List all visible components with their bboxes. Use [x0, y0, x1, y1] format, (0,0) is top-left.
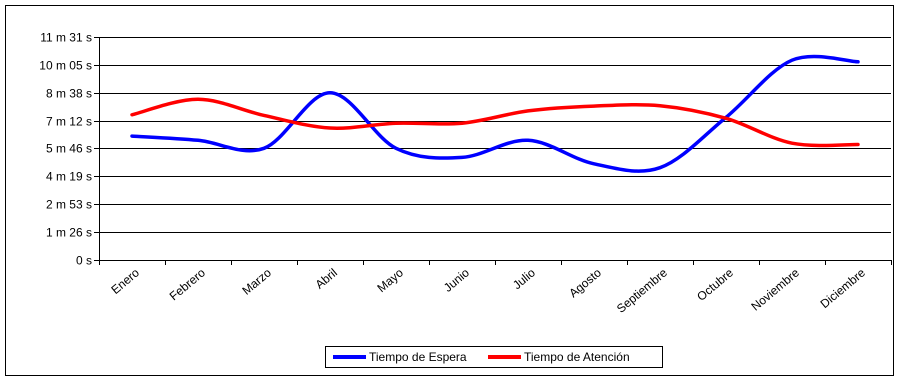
series-line-tiempo-de-atencion [130, 97, 860, 148]
y-tick-label: 0 s [76, 254, 92, 268]
chart-border [5, 5, 894, 376]
y-tick-label: 1 m 26 s [46, 226, 92, 240]
legend: Tiempo de Espera Tiempo de Atención [325, 346, 663, 368]
y-tick-label: 4 m 19 s [46, 170, 92, 184]
axes [94, 37, 892, 265]
legend-label-atencion: Tiempo de Atención [524, 350, 630, 364]
y-tick-label: 5 m 46 s [46, 142, 92, 156]
y-tick-label: 11 m 31 s [40, 31, 92, 45]
legend-label-espera: Tiempo de Espera [369, 350, 467, 364]
series-lines [130, 54, 860, 173]
y-tick-labels: 0 s 1 m 26 s 2 m 53 s 4 m 19 s 5 m 46 s 7 m 1… [39, 31, 92, 268]
y-tick-label: 10 m 05 s [39, 59, 92, 73]
series-line-tiempo-de-espera [130, 54, 860, 173]
y-tick-label: 8 m 38 s [46, 87, 92, 101]
y-tick-label: 2 m 53 s [46, 198, 92, 212]
y-tick-label: 7 m 12 s [46, 115, 92, 129]
